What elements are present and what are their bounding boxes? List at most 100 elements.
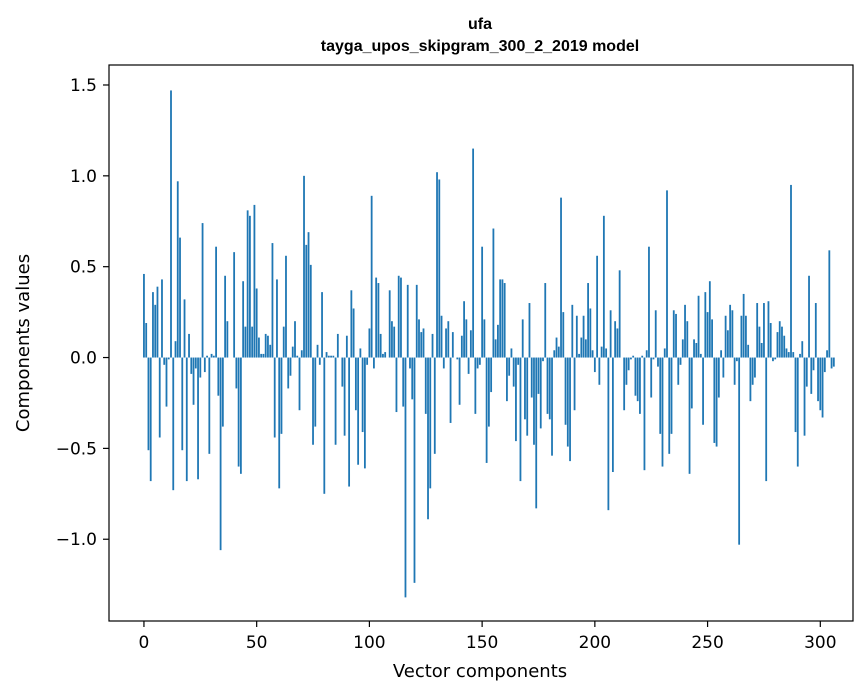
bar-293 <box>803 357 806 436</box>
bar-198 <box>589 308 592 358</box>
bar-150 <box>481 246 484 358</box>
bar-5 <box>154 304 157 358</box>
bar-99 <box>366 357 369 365</box>
bar-284 <box>783 335 786 358</box>
bar-230 <box>661 357 664 467</box>
bar-42 <box>237 357 240 467</box>
bar-213 <box>623 357 626 411</box>
bar-146 <box>472 148 475 358</box>
bar-216 <box>630 357 632 360</box>
bar-130 <box>436 172 438 358</box>
bar-80 <box>323 357 326 494</box>
bar-64 <box>287 357 290 389</box>
bar-231 <box>663 348 666 358</box>
bar-201 <box>596 255 599 358</box>
bar-171 <box>528 303 531 358</box>
bar-177 <box>542 357 544 362</box>
y-tick-label: −1.0 <box>56 530 97 550</box>
bar-131 <box>438 179 441 358</box>
bar-10 <box>165 357 168 407</box>
bar-183 <box>555 337 558 358</box>
bar-97 <box>361 357 364 433</box>
x-tick-label: 150 <box>466 633 498 653</box>
bar-19 <box>185 357 188 482</box>
bar-46 <box>246 210 249 358</box>
bar-197 <box>587 283 589 358</box>
bar-155 <box>492 228 495 358</box>
bar-223 <box>645 350 648 358</box>
bar-43 <box>239 357 242 474</box>
bar-4 <box>152 292 154 358</box>
bar-84 <box>332 355 335 358</box>
bar-299 <box>817 357 819 402</box>
y-tick-label: 1.5 <box>70 76 97 96</box>
bar-184 <box>557 346 560 358</box>
bar-6 <box>156 286 159 358</box>
bar-185 <box>560 197 562 358</box>
x-axis-label: Vector components <box>393 661 567 682</box>
bar-73 <box>307 232 310 358</box>
y-tick-label: −0.5 <box>56 439 97 459</box>
bar-22 <box>192 357 195 405</box>
bar-218 <box>634 357 637 396</box>
bar-45 <box>244 326 247 358</box>
bar-116 <box>404 357 407 598</box>
bar-238 <box>679 357 682 365</box>
bar-235 <box>672 310 675 358</box>
bar-96 <box>359 348 362 358</box>
bar-121 <box>415 284 418 358</box>
bar-30 <box>210 353 213 358</box>
bar-222 <box>643 357 646 471</box>
bar-47 <box>249 215 251 358</box>
bar-1 <box>145 323 148 358</box>
bar-86 <box>336 333 339 358</box>
bar-142 <box>463 301 465 358</box>
bar-208 <box>611 357 614 473</box>
bar-141 <box>460 335 463 358</box>
bar-181 <box>551 357 553 456</box>
bar-206 <box>607 357 610 511</box>
bar-133 <box>442 357 445 369</box>
bar-93 <box>352 308 355 358</box>
bar-178 <box>544 283 547 358</box>
bar-260 <box>729 304 732 358</box>
bar-166 <box>517 357 520 365</box>
x-tick-label: 250 <box>691 633 723 653</box>
bar-70 <box>300 350 303 358</box>
bar-182 <box>553 350 556 358</box>
bar-49 <box>253 204 256 358</box>
bar-44 <box>242 281 245 358</box>
bar-134 <box>445 328 447 358</box>
bar-8 <box>161 279 163 358</box>
bar-291 <box>799 353 801 358</box>
bar-158 <box>499 279 502 358</box>
bar-226 <box>652 357 655 360</box>
bar-119 <box>411 357 414 400</box>
bar-54 <box>264 333 267 358</box>
bar-0 <box>143 273 145 358</box>
bar-48 <box>251 326 254 358</box>
bar-56 <box>269 344 272 358</box>
bar-72 <box>305 244 308 358</box>
bar-294 <box>805 357 808 387</box>
bar-168 <box>521 319 524 358</box>
bar-192 <box>575 315 578 358</box>
bar-300 <box>819 357 822 411</box>
bar-256 <box>720 350 723 358</box>
bar-114 <box>400 277 402 358</box>
bar-105 <box>379 333 382 358</box>
x-tick-label: 100 <box>353 633 385 653</box>
bar-288 <box>792 352 795 358</box>
bar-135 <box>447 321 450 358</box>
bar-298 <box>814 303 817 358</box>
bar-75 <box>312 357 314 445</box>
bar-103 <box>375 277 378 358</box>
bar-31 <box>212 355 215 358</box>
bar-109 <box>388 290 391 358</box>
bar-88 <box>341 357 344 387</box>
bar-190 <box>571 304 574 358</box>
bar-157 <box>497 324 499 358</box>
bar-219 <box>636 357 639 402</box>
bar-205 <box>605 348 608 358</box>
chart-title: ufa <box>468 16 492 33</box>
